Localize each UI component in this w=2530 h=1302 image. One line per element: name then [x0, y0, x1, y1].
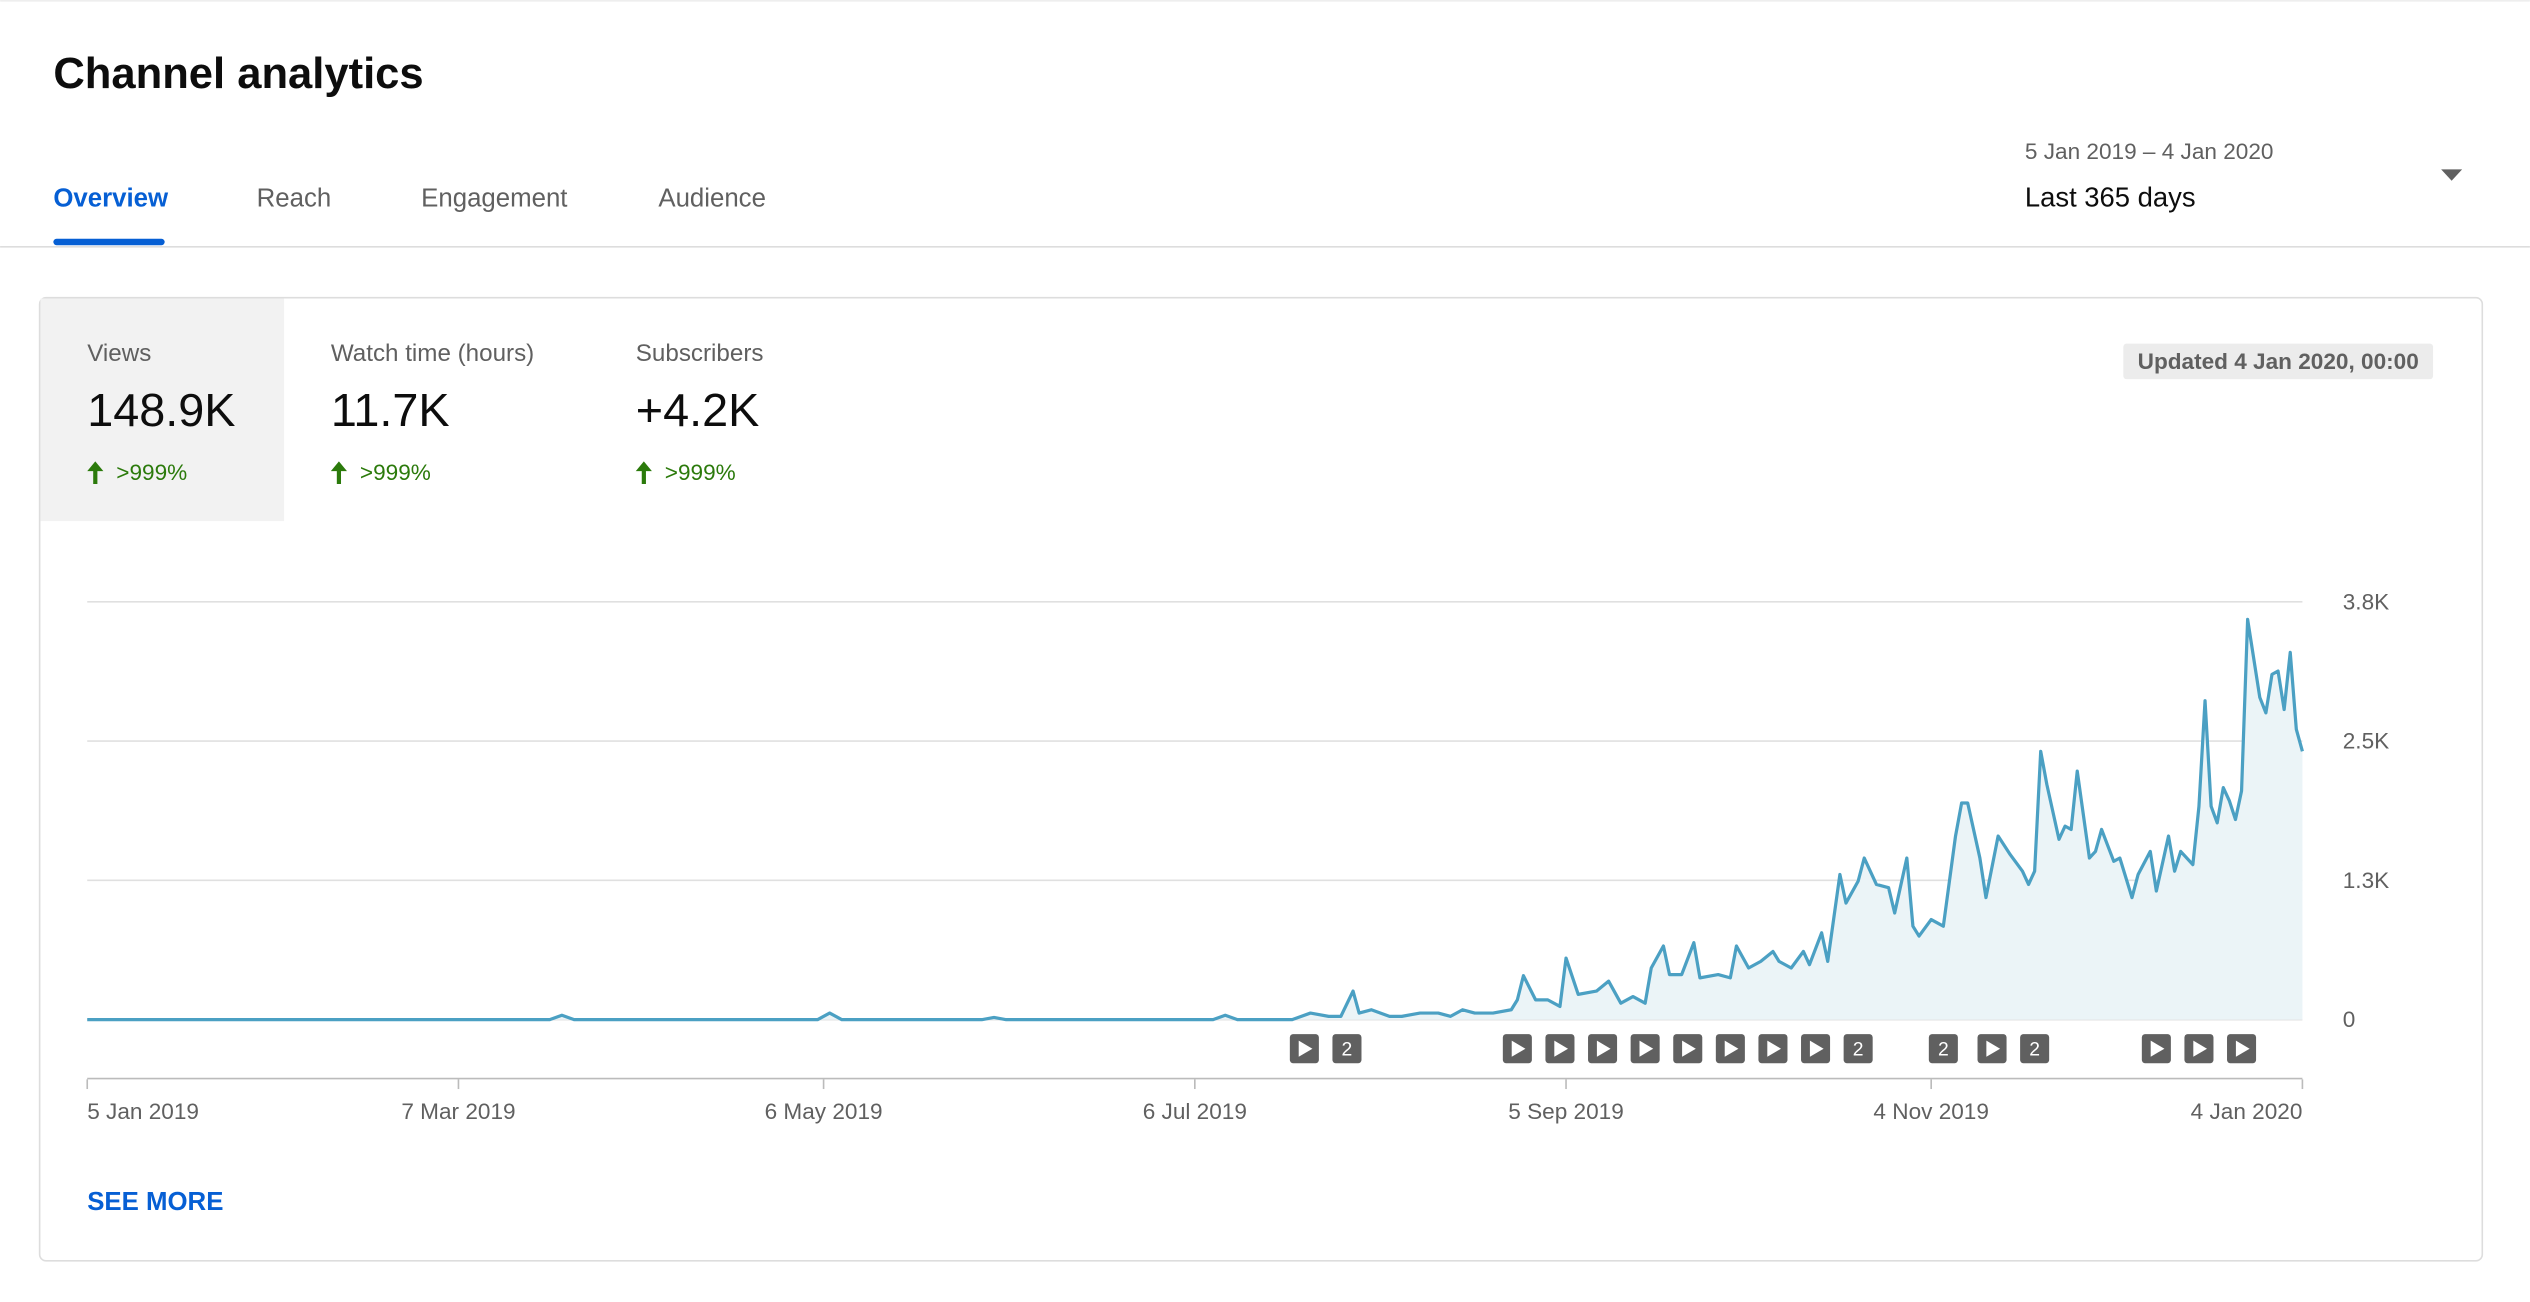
x-tick-label: 4 Jan 2020 [2191, 1099, 2303, 1124]
play-icon [2235, 1040, 2250, 1057]
play-icon [2193, 1040, 2208, 1057]
play-icon [1639, 1040, 1654, 1057]
play-icon [1986, 1040, 2001, 1057]
play-icon [1809, 1040, 1824, 1057]
y-tick-label: 3.8K [2343, 589, 2389, 614]
tab-indicator [53, 238, 165, 246]
play-icon [1596, 1040, 1611, 1057]
play-icon [1554, 1040, 1569, 1057]
updated-badge [2123, 343, 2434, 380]
play-icon [1298, 1040, 1313, 1057]
see-more[interactable]: SEE MORE [87, 1188, 223, 1216]
tab[interactable]: Audience [658, 184, 766, 212]
metric-value: 148.9K [87, 384, 235, 436]
video-count: 2 [2029, 1039, 2040, 1061]
line [87, 617, 2304, 1022]
metric-change: >999% [360, 460, 431, 485]
x-tick-label: 4 Nov 2019 [1873, 1099, 1988, 1124]
period-label[interactable]: Last 365 days [2025, 181, 2196, 212]
metric-value: 11.7K [331, 384, 450, 436]
play-icon [1682, 1040, 1696, 1057]
metric-name: Views [87, 340, 151, 367]
up-arrow [87, 461, 104, 485]
x-tick-label: 6 May 2019 [765, 1099, 883, 1124]
updated-text: Updated 4 Jan 2020, 00:00 [2138, 349, 2419, 374]
y-tick-label: 2.5K [2343, 729, 2389, 754]
video-marker[interactable] [2020, 1034, 2050, 1064]
tab[interactable]: Overview [53, 184, 169, 212]
y-tick-label: 0 [2343, 1007, 2356, 1032]
video-count: 2 [1853, 1039, 1864, 1061]
up-arrow [635, 461, 652, 485]
metric-change: >999% [665, 460, 736, 485]
y-tick-label: 1.3K [2343, 868, 2389, 893]
video-count: 2 [1938, 1039, 1949, 1061]
area [87, 619, 2303, 1020]
video-marker[interactable] [1332, 1034, 1362, 1064]
play-icon [1511, 1040, 1526, 1057]
metric-change: >999% [116, 460, 187, 485]
dropdown-arrow[interactable] [2441, 169, 2463, 181]
x-tick-label: 5 Jan 2019 [87, 1099, 199, 1124]
video-count: 2 [1342, 1039, 1353, 1061]
play-icon [1724, 1040, 1739, 1057]
play-icon [2150, 1040, 2165, 1057]
metric-name: Watch time (hours) [331, 340, 534, 367]
selected-metric-bg [40, 298, 285, 522]
date-range: 5 Jan 2019 – 4 Jan 2020 [2025, 139, 2274, 164]
video-marker[interactable] [1928, 1034, 1958, 1064]
x-tick-label: 5 Sep 2019 [1508, 1099, 1624, 1124]
tab[interactable]: Reach [257, 184, 332, 212]
x-tick-label: 6 Jul 2019 [1143, 1099, 1247, 1124]
page-title: Channel analytics [53, 50, 423, 98]
video-marker[interactable] [1843, 1034, 1873, 1064]
metric-value: +4.2K [636, 384, 760, 436]
metric-name: Subscribers [636, 340, 764, 367]
tab[interactable]: Engagement [421, 184, 567, 212]
play-icon [1767, 1040, 1782, 1057]
x-tick-label: 7 Mar 2019 [401, 1099, 515, 1124]
up-arrow [330, 461, 347, 485]
